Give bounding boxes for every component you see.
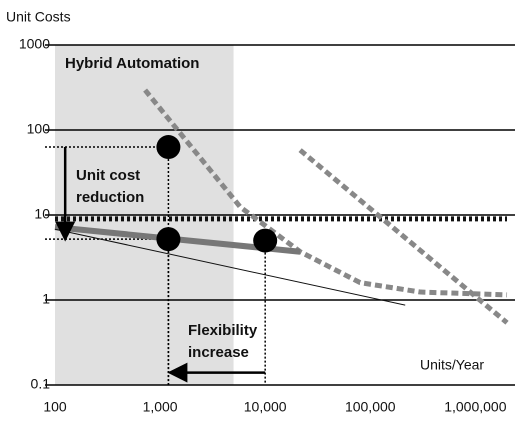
annotation-text: Unit cost <box>76 167 140 184</box>
annotation-text: Flexibility <box>188 322 258 339</box>
series-line <box>298 148 509 325</box>
annotation-text: reduction <box>76 189 144 206</box>
series-line <box>143 88 508 298</box>
data-point <box>156 227 181 252</box>
x-tick-label: 1,000,000 <box>444 399 506 415</box>
series-line <box>54 228 406 306</box>
y-tick-label: 1000 <box>19 36 50 52</box>
y-tick-label: 100 <box>27 121 51 137</box>
y-tick-label: 10 <box>34 206 50 222</box>
y-tick-label: 1 <box>42 291 50 307</box>
x-axis-label: Units/Year <box>420 357 484 373</box>
y-axis-label: Unit Costs <box>6 9 71 25</box>
data-point <box>156 135 181 160</box>
x-tick-label: 1,000 <box>143 399 178 415</box>
region-label: Hybrid Automation <box>65 55 199 72</box>
data-point <box>253 228 278 253</box>
annotation-text: increase <box>188 344 249 361</box>
x-tick-label: 100,000 <box>345 399 396 415</box>
x-tick-label: 100 <box>43 399 67 415</box>
x-tick-label: 10,000 <box>244 399 287 415</box>
y-tick-label: 0.1 <box>31 376 51 392</box>
